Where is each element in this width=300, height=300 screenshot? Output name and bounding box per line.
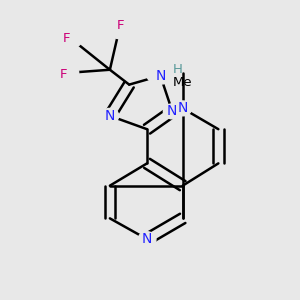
Text: N: N: [178, 101, 188, 116]
Ellipse shape: [110, 24, 128, 38]
Ellipse shape: [138, 232, 156, 247]
Text: N: N: [167, 104, 178, 118]
Text: Me: Me: [173, 76, 193, 89]
Text: N: N: [142, 232, 152, 246]
Text: N: N: [155, 69, 166, 83]
Text: H: H: [172, 63, 182, 76]
Text: N: N: [105, 109, 115, 123]
Ellipse shape: [64, 33, 82, 47]
Text: F: F: [63, 32, 70, 45]
Ellipse shape: [147, 68, 174, 84]
Ellipse shape: [164, 104, 181, 119]
Text: F: F: [60, 68, 68, 81]
Ellipse shape: [61, 65, 79, 80]
Text: F: F: [116, 19, 124, 32]
Ellipse shape: [101, 108, 119, 123]
Ellipse shape: [174, 101, 192, 116]
